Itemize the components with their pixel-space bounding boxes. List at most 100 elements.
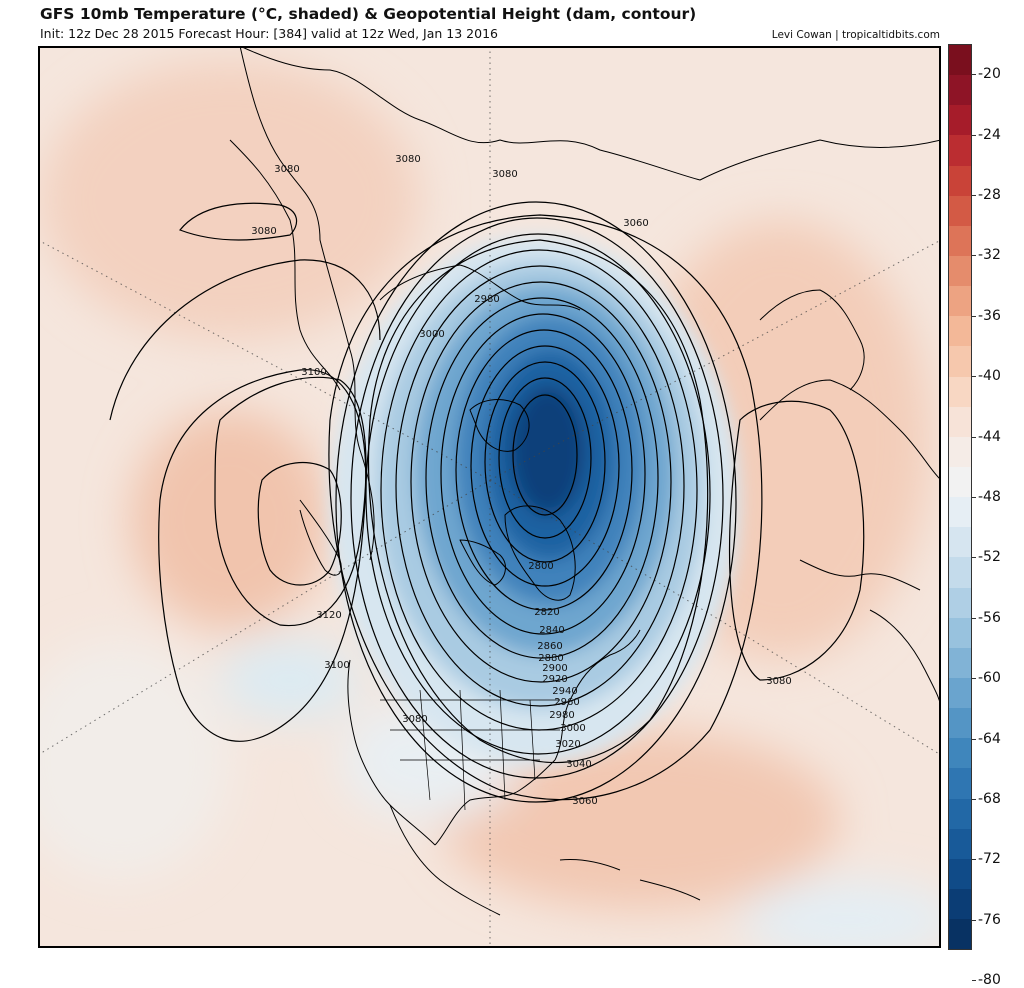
colorbar-segment	[949, 286, 971, 317]
contour-label: 3000	[419, 329, 444, 340]
europe-outline	[759, 379, 941, 481]
colorbar-segment	[949, 75, 971, 106]
map-frame	[38, 46, 941, 948]
colorbar-tick-label: -68	[972, 791, 1001, 807]
contour-vortex-3	[484, 361, 606, 563]
colorbar-tick-label: -32	[972, 247, 1001, 263]
colorbar-segment	[949, 888, 971, 920]
contour-label: 2860	[537, 641, 562, 652]
contour-3060	[328, 214, 763, 801]
contour-vortex-6	[440, 313, 646, 635]
colorbar-tick-label: -64	[972, 731, 1001, 747]
contour-label: 3100	[301, 367, 326, 378]
contour-vortex-13	[335, 201, 737, 803]
colorbar-tick-label: -40	[972, 368, 1001, 384]
colorbar-segment	[949, 497, 971, 528]
colorbar-tick-label: -60	[972, 670, 1001, 686]
contour-vortex-2	[498, 377, 592, 539]
scandinavia	[759, 289, 865, 391]
colorbar-segment	[949, 858, 971, 889]
colorbar-tick-label: -24	[972, 127, 1001, 143]
colorbar-segment	[949, 557, 971, 588]
colorbar-segment	[949, 195, 971, 226]
coastlines	[229, 46, 941, 916]
colorbar	[948, 44, 972, 950]
contour-label: 3080	[766, 676, 791, 687]
contour-labels: 3080 3080 3080 3060 2980 3000 3100 3080 …	[251, 154, 791, 807]
contour-vortex-9	[395, 265, 685, 707]
colorbar-segment	[949, 708, 971, 739]
colorbar-tick-label: -56	[972, 610, 1001, 626]
contour-label: 2800	[528, 561, 553, 572]
contour-vortex-12	[350, 217, 724, 779]
colorbar-segment	[949, 436, 971, 467]
contour-3100-outer	[158, 369, 367, 742]
contour-label: 3100	[324, 660, 349, 671]
colorbar-tick-label: -52	[972, 549, 1001, 565]
contour-label: 3020	[555, 739, 580, 750]
contour-label: 3120	[316, 610, 341, 621]
colorbar-segment	[949, 738, 971, 769]
greenland	[504, 505, 576, 601]
colorbar-segment	[949, 527, 971, 558]
colorbar-segment	[949, 105, 971, 136]
contour-3040	[367, 239, 709, 764]
colorbar-segment	[949, 376, 971, 407]
colorbar-segment	[949, 768, 971, 799]
contour-3080-west	[109, 259, 381, 421]
colorbar-segment	[949, 919, 971, 950]
contour-vortex-11	[365, 233, 711, 755]
colorbar-tick-label: -76	[972, 912, 1001, 928]
contour-vortex-7	[425, 297, 659, 659]
contour-label: 2920	[542, 674, 567, 685]
colorbar-segment	[949, 647, 971, 678]
contour-label: 2900	[542, 663, 567, 674]
colorbar-tick-label: -20	[972, 66, 1001, 82]
contour-label: 3080	[251, 226, 276, 237]
contour-label: 2880	[538, 653, 563, 664]
contour-label: 3080	[395, 154, 420, 165]
mexico	[389, 804, 501, 916]
colorbar-tick-label: -48	[972, 489, 1001, 505]
east-coast	[554, 629, 641, 761]
map-title: GFS 10mb Temperature (°C, shaded) & Geop…	[40, 5, 697, 23]
contour-label: 3060	[572, 796, 597, 807]
colorbar-tick-label: -28	[972, 187, 1001, 203]
canadian-archipelago	[469, 399, 530, 452]
contour-label: 3080	[274, 164, 299, 175]
contour-vortex-10	[380, 249, 698, 731]
colorbar-segment	[949, 225, 971, 256]
contour-label: 2980	[549, 710, 574, 721]
map-subtitle: Init: 12z Dec 28 2015 Forecast Hour: [38…	[40, 26, 498, 41]
contour-label: 3000	[560, 723, 585, 734]
colorbar-tick-label: -44	[972, 429, 1001, 445]
contour-label: 3080	[492, 169, 517, 180]
contour-3120	[257, 462, 342, 586]
colorbar-segment	[949, 135, 971, 166]
contour-vortex-4	[470, 345, 620, 587]
colorbar-segment	[949, 828, 971, 859]
credit-text: Levi Cowan | tropicaltidbits.com	[771, 29, 940, 41]
polar-map: 3080 3080 3080 3060 2980 3000 3100 3080 …	[38, 46, 941, 948]
east-asia-coast	[239, 46, 375, 561]
caribbean	[559, 859, 701, 901]
colorbar-segment	[949, 406, 971, 437]
colorbar-segment	[949, 165, 971, 196]
colorbar-segment	[949, 798, 971, 829]
contour-label: 2820	[534, 607, 559, 618]
north-asia-coast	[239, 46, 941, 181]
north-america-west-coast	[347, 659, 436, 846]
contour-label: 2840	[539, 625, 564, 636]
alaska-coast	[379, 264, 581, 311]
japan	[299, 499, 342, 576]
colorbar-tick-label: -80	[972, 972, 1001, 988]
colorbar-segment	[949, 45, 971, 76]
colorbar-segment	[949, 466, 971, 498]
colorbar-tick-label: -72	[972, 851, 1001, 867]
contour-vortex-1	[512, 394, 578, 516]
contour-label: 3040	[566, 759, 591, 770]
height-contours	[109, 201, 865, 803]
contour-label: 2980	[474, 294, 499, 305]
colorbar-segment	[949, 346, 971, 377]
contour-label: 2940	[552, 686, 577, 697]
